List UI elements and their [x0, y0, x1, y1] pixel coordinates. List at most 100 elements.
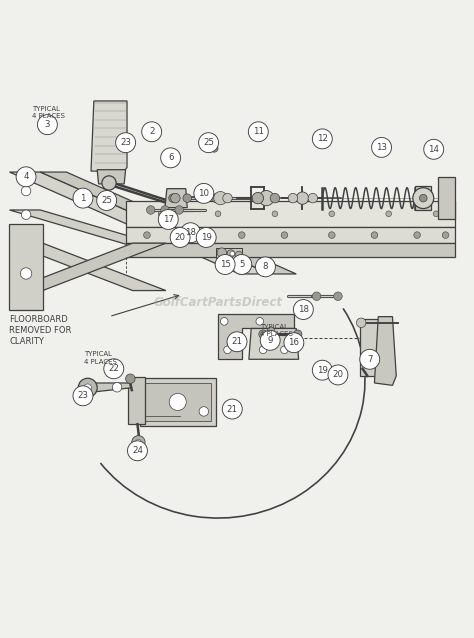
Circle shape [442, 232, 449, 239]
Circle shape [215, 211, 221, 217]
Circle shape [183, 194, 191, 202]
Circle shape [116, 133, 136, 152]
Circle shape [196, 228, 216, 248]
Text: 21: 21 [231, 338, 243, 346]
Polygon shape [360, 319, 389, 376]
Circle shape [199, 133, 219, 152]
Circle shape [146, 205, 155, 214]
Circle shape [356, 318, 366, 327]
Text: 10: 10 [198, 189, 210, 198]
Polygon shape [165, 189, 187, 207]
Text: 21: 21 [227, 404, 238, 413]
Text: 20: 20 [174, 233, 186, 242]
Polygon shape [415, 186, 431, 210]
Polygon shape [126, 243, 455, 257]
Polygon shape [126, 200, 455, 226]
Circle shape [169, 194, 177, 202]
Circle shape [175, 205, 183, 214]
Circle shape [97, 191, 117, 211]
Circle shape [136, 440, 141, 445]
Circle shape [16, 167, 36, 187]
Polygon shape [126, 226, 455, 243]
Circle shape [84, 384, 91, 392]
Circle shape [142, 122, 162, 142]
Circle shape [272, 211, 278, 217]
Circle shape [161, 205, 169, 214]
Circle shape [181, 223, 201, 242]
Polygon shape [374, 316, 396, 385]
Circle shape [235, 251, 243, 259]
Circle shape [230, 251, 235, 256]
Polygon shape [218, 315, 294, 359]
Text: 14: 14 [428, 145, 439, 154]
Circle shape [73, 386, 93, 406]
Circle shape [104, 359, 124, 379]
Circle shape [360, 350, 380, 369]
Circle shape [211, 194, 220, 202]
Polygon shape [91, 101, 127, 171]
Text: 18: 18 [298, 305, 309, 314]
Text: 20: 20 [332, 371, 344, 380]
Circle shape [268, 334, 274, 340]
Circle shape [210, 145, 218, 152]
Circle shape [259, 191, 274, 205]
Circle shape [256, 318, 264, 325]
Circle shape [73, 188, 93, 208]
Circle shape [158, 211, 164, 217]
Circle shape [260, 330, 280, 350]
Text: 23: 23 [120, 138, 131, 147]
Circle shape [284, 333, 304, 353]
Circle shape [259, 346, 267, 353]
Circle shape [126, 374, 135, 383]
Circle shape [21, 210, 31, 219]
Circle shape [328, 365, 348, 385]
Circle shape [419, 195, 427, 202]
Circle shape [232, 255, 252, 274]
Circle shape [433, 211, 439, 217]
Circle shape [20, 268, 32, 279]
Text: FLOORBOARD
REMOVED FOR
CLARITY: FLOORBOARD REMOVED FOR CLARITY [9, 315, 72, 346]
Text: 16: 16 [288, 338, 300, 347]
Text: 6: 6 [168, 153, 173, 162]
Circle shape [329, 211, 335, 217]
Polygon shape [140, 378, 216, 426]
Circle shape [199, 406, 209, 416]
Circle shape [293, 330, 302, 338]
Circle shape [424, 139, 444, 160]
Polygon shape [438, 177, 455, 219]
Text: 9: 9 [267, 336, 273, 345]
Circle shape [259, 330, 267, 338]
Circle shape [414, 232, 420, 239]
Text: 24: 24 [132, 446, 143, 456]
Circle shape [220, 318, 228, 325]
Text: 25: 25 [101, 196, 112, 205]
Circle shape [413, 188, 434, 209]
Polygon shape [9, 224, 43, 309]
Circle shape [194, 184, 214, 204]
Text: TYPICAL
4 PLACES: TYPICAL 4 PLACES [32, 106, 65, 119]
Text: 15: 15 [219, 260, 231, 269]
Circle shape [161, 148, 181, 168]
Circle shape [371, 232, 378, 239]
Circle shape [169, 394, 186, 410]
Text: 8: 8 [263, 262, 268, 271]
Circle shape [128, 441, 147, 461]
Polygon shape [97, 170, 126, 184]
Circle shape [281, 346, 288, 353]
Circle shape [248, 122, 268, 142]
Circle shape [223, 193, 232, 203]
Polygon shape [216, 248, 242, 258]
Text: 23: 23 [77, 391, 89, 400]
Text: 25: 25 [203, 138, 214, 147]
Circle shape [308, 193, 318, 203]
Text: 17: 17 [163, 215, 174, 224]
Circle shape [281, 232, 288, 239]
Circle shape [222, 399, 242, 419]
Circle shape [186, 232, 193, 239]
Circle shape [227, 250, 235, 257]
Polygon shape [88, 383, 132, 392]
Circle shape [372, 137, 392, 158]
Circle shape [328, 232, 335, 239]
Polygon shape [128, 377, 145, 424]
Circle shape [224, 346, 231, 353]
